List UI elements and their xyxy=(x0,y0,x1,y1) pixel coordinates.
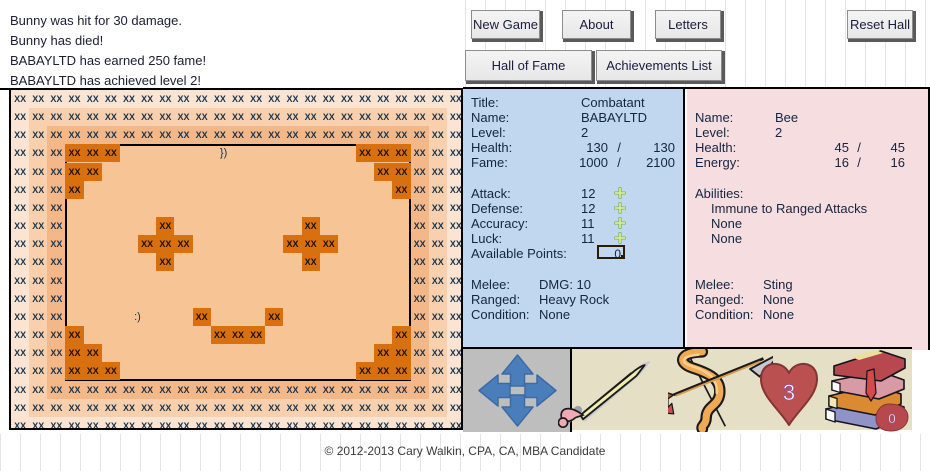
svg-text:0: 0 xyxy=(888,411,895,426)
svg-text:3: 3 xyxy=(783,380,795,405)
